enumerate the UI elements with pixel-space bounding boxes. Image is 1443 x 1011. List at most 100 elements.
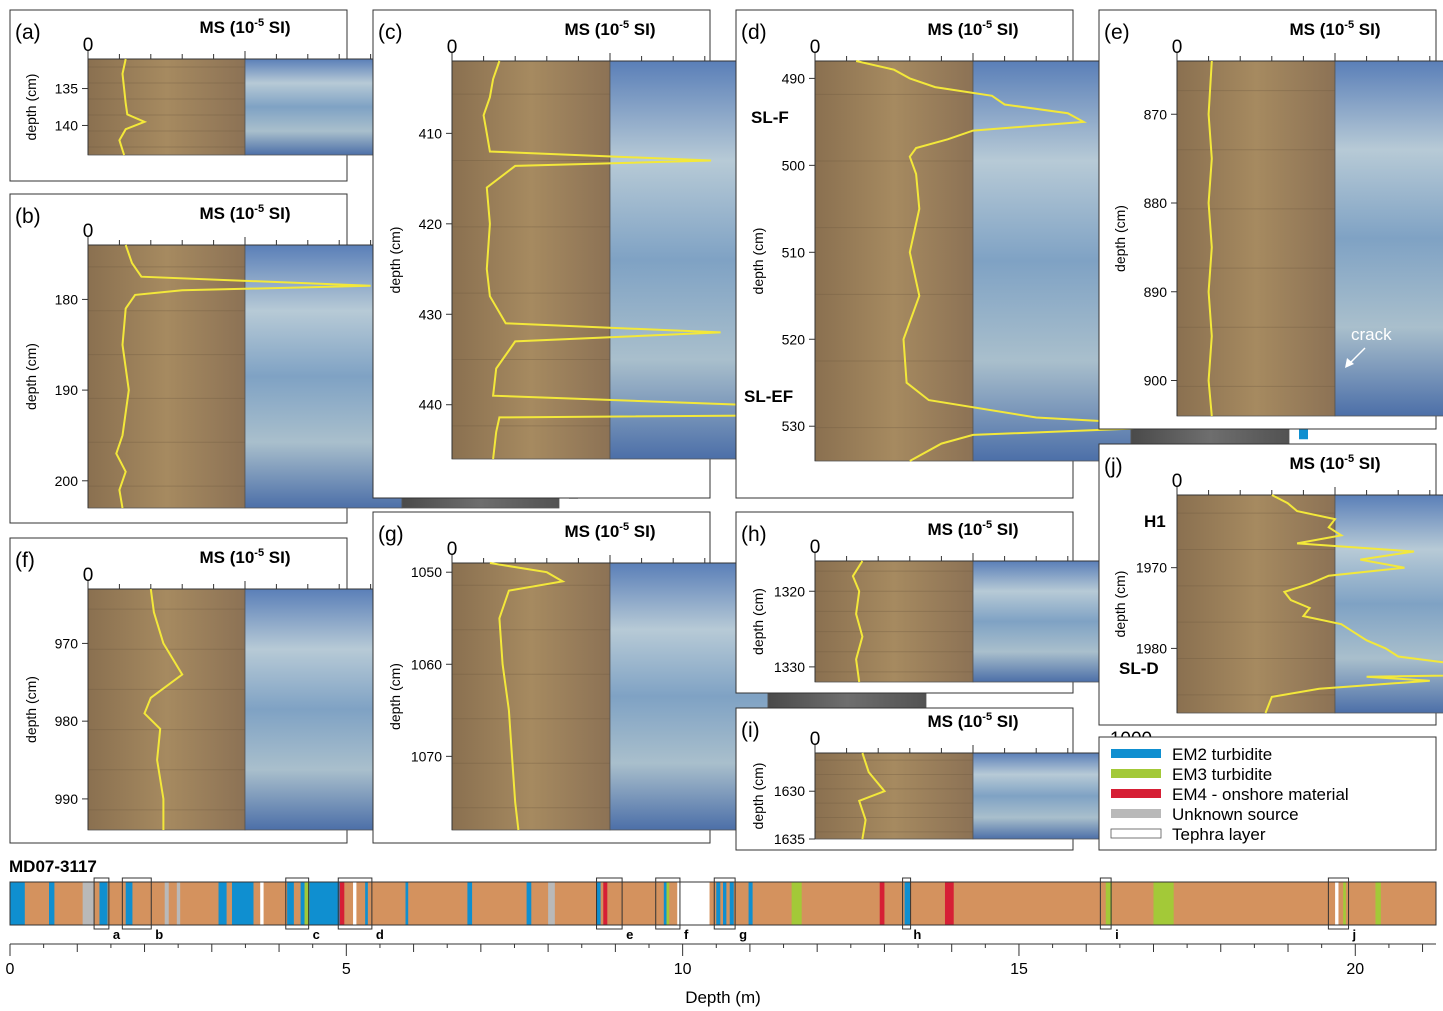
- depth-tick-label: 530: [782, 418, 806, 434]
- depth-tick-label: 870: [1144, 106, 1168, 122]
- ms-axis-title-exp: -5: [982, 519, 992, 531]
- core-layer-em2: [231, 882, 254, 925]
- core-photo: [87, 244, 246, 509]
- depth-axis-label: depth (cm): [387, 663, 403, 730]
- ms-axis-title-base: MS (10: [927, 520, 982, 539]
- depth-tick-label: 520: [782, 331, 806, 347]
- depth-axis-label: depth (cm): [23, 74, 39, 141]
- core-window-label: i: [1115, 927, 1119, 942]
- annotation-h1: H1: [1144, 512, 1166, 531]
- core-layer-em3: [1343, 882, 1346, 925]
- core-layer-em3: [304, 882, 310, 925]
- ms-curve: [489, 562, 566, 831]
- depth-axis-label: depth (cm): [387, 227, 403, 294]
- ms-axis-title-exp: -5: [254, 203, 264, 215]
- legend-swatch-unknown: [1111, 809, 1161, 818]
- ms-axis-title-base: MS (10: [564, 522, 619, 541]
- depth-tick-label: 970: [55, 635, 79, 651]
- core-layer-unknown: [176, 882, 181, 925]
- core-layer-unknown: [82, 882, 95, 925]
- core-layer-em2: [49, 882, 55, 925]
- core-window-label: f: [684, 927, 689, 942]
- depth-tick-label: 990: [55, 791, 79, 807]
- ms-axis-title-base: MS (10: [199, 548, 254, 567]
- ms-axis-title: MS (10-5 SI): [1289, 453, 1380, 473]
- core-layer-em4: [879, 882, 885, 925]
- core-layer-em3: [1375, 882, 1381, 925]
- depth-tick-label: 890: [1144, 284, 1168, 300]
- legend-swatch-em2: [1111, 749, 1161, 758]
- core-layer-em2: [663, 882, 667, 925]
- depth-axis-label: depth (cm): [23, 676, 39, 743]
- core-layer-tephra: [1335, 882, 1339, 925]
- core-window-e: [596, 877, 623, 930]
- ms-axis-title: MS (10-5 SI): [927, 19, 1018, 39]
- annotation-sl-d: SL-D: [1119, 659, 1159, 678]
- depth-tick-label: 880: [1144, 195, 1168, 211]
- core-photo: [451, 562, 611, 831]
- panel-label: (f): [15, 549, 35, 572]
- ms-axis-title-exp: -5: [1344, 19, 1354, 31]
- legend-label-tephra: Tephra layer: [1172, 825, 1266, 844]
- crack-arrow-head: [1345, 358, 1354, 368]
- core-photo: [1176, 494, 1336, 714]
- ms-axis-title-exp: -5: [982, 711, 992, 723]
- ms-curve: [118, 58, 148, 156]
- xrf-composite: [1334, 60, 1443, 417]
- core-photo: [451, 60, 611, 460]
- depth-tick-label: 1630: [774, 783, 805, 799]
- ms-axis-min: 0: [83, 35, 94, 56]
- panel-annotations: SL-F SL-EF crack H1 SL-D: [744, 108, 1392, 678]
- core-window-label: e: [626, 927, 633, 942]
- core-photo: [814, 60, 974, 462]
- ms-axis-min: 0: [447, 37, 458, 58]
- core-window-h: [902, 877, 912, 930]
- core-layer-em2: [729, 882, 734, 925]
- ms-axis-title-exp: -5: [619, 521, 629, 533]
- panel-label: (e): [1104, 21, 1130, 44]
- core-depth-tick-label: 15: [1010, 961, 1028, 978]
- core-window-label: b: [155, 927, 163, 942]
- core-layer-unknown: [548, 882, 555, 925]
- depth-tick-label: 200: [55, 473, 79, 489]
- panel-label: (c): [378, 21, 403, 44]
- ms-axis-title-unit: SI): [629, 522, 655, 541]
- core-window-c: [285, 877, 310, 930]
- core-layer-em2: [218, 882, 227, 925]
- annotation-sl-ef: SL-EF: [744, 387, 793, 406]
- crack-arrow: [1348, 347, 1366, 365]
- depth-tick-label: 1970: [1136, 560, 1167, 576]
- ms-curve: [857, 752, 887, 840]
- ms-axis-title-unit: SI): [264, 18, 290, 37]
- core-layer-unknown: [164, 882, 169, 925]
- ms-axis-title: MS (10-5 SI): [199, 203, 290, 223]
- ms-axis-title: MS (10-5 SI): [1289, 19, 1380, 39]
- core-layer-em2: [723, 882, 727, 925]
- panel-e: (e)MS (10-5 SI)01000870880890900depth (c…: [1098, 9, 1443, 430]
- depth-tick-label: 190: [55, 382, 79, 398]
- core-layer-em4: [603, 882, 608, 925]
- depth-tick-label: 420: [419, 216, 443, 232]
- core-layer-em2: [596, 882, 601, 925]
- core-layer-tephra: [677, 882, 710, 925]
- core-depth-tick-label: 20: [1346, 961, 1364, 978]
- core-window-label: c: [313, 927, 320, 942]
- panel-label: (b): [15, 205, 41, 228]
- depth-axis-label: depth (cm): [750, 588, 766, 655]
- core-layer-em4: [944, 882, 954, 925]
- depth-axis-label: depth (cm): [1112, 571, 1128, 638]
- core-layer-em2: [526, 882, 532, 925]
- core-layer-em2: [716, 882, 721, 925]
- ms-axis-min: 0: [83, 565, 94, 586]
- depth-tick-label: 180: [55, 291, 79, 307]
- ms-axis-title-exp: -5: [619, 19, 629, 31]
- ms-axis-min: 0: [447, 539, 458, 560]
- ms-curve: [115, 244, 371, 509]
- depth-tick-label: 1980: [1136, 640, 1167, 656]
- core-photo: [814, 560, 974, 683]
- legend-label-em3: EM3 turbidite: [1172, 765, 1272, 784]
- legend-label-em4: EM4 - onshore material: [1172, 785, 1349, 804]
- ms-axis-title: MS (10-5 SI): [564, 521, 655, 541]
- core-layer-em2: [300, 882, 305, 925]
